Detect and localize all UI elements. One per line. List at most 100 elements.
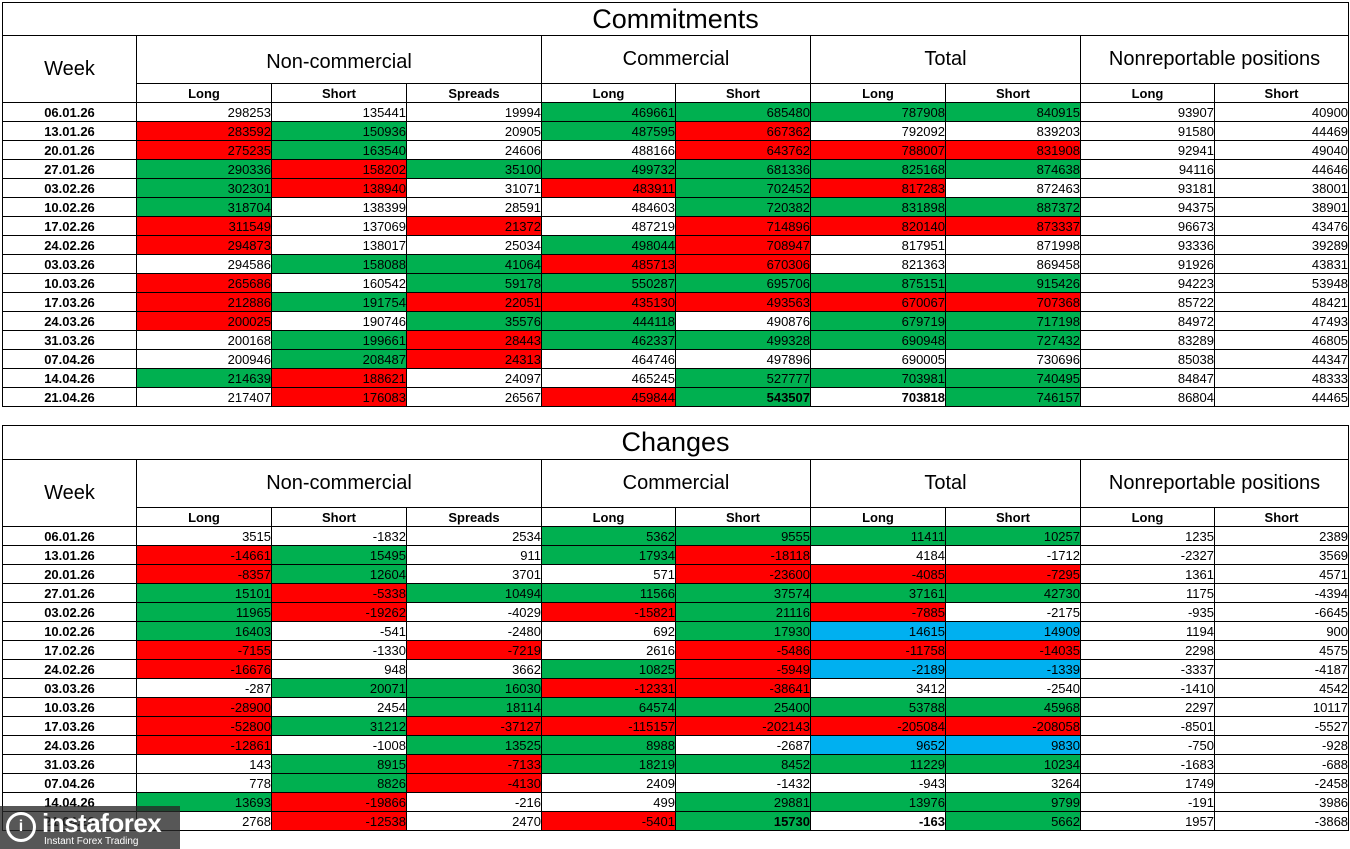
value-cell: 44646 [1213, 159, 1350, 179]
week-date-cell: 03.03.26 [2, 678, 137, 698]
value-cell: -38641 [675, 678, 811, 698]
sub-header: Long [136, 507, 272, 527]
value-cell: 22051 [406, 292, 542, 312]
value-cell: -1330 [271, 640, 407, 660]
value-cell: 17934 [541, 545, 676, 565]
value-cell: 2470 [406, 811, 542, 831]
value-cell: -1432 [675, 773, 811, 793]
value-cell: 93181 [1080, 178, 1215, 198]
value-cell: 150936 [271, 121, 407, 141]
value-cell: 817283 [810, 178, 946, 198]
value-cell: -5486 [675, 640, 811, 660]
value-cell: -1410 [1080, 678, 1215, 698]
week-date-cell: 24.02.26 [2, 235, 137, 255]
commitments-title: Commitments [1, 2, 1350, 36]
value-cell: 13525 [406, 735, 542, 755]
value-cell: 84847 [1080, 368, 1215, 388]
value-cell: 214639 [136, 368, 272, 388]
value-cell: 571 [541, 564, 676, 584]
value-cell: 188621 [271, 368, 407, 388]
value-cell: 8988 [541, 735, 676, 755]
value-cell: 9555 [675, 526, 811, 546]
value-cell: -7885 [810, 602, 946, 622]
sub-header: Long [810, 83, 946, 103]
value-cell: 37161 [810, 583, 946, 603]
value-cell: 550287 [541, 273, 676, 293]
value-cell: 93907 [1080, 102, 1215, 122]
value-cell: 499328 [675, 330, 811, 350]
value-cell: -8357 [136, 564, 272, 584]
value-cell: 2454 [271, 697, 407, 717]
group-total: Total [810, 35, 1081, 84]
value-cell: -1832 [271, 526, 407, 546]
value-cell: 298253 [136, 102, 272, 122]
value-cell: 873337 [945, 216, 1081, 236]
value-cell: -14035 [945, 640, 1081, 660]
value-cell: 3569 [1213, 545, 1350, 565]
value-cell: 37574 [675, 583, 811, 603]
table-row: 03.02.26 11965 -19262 -4029 -15821 21116 -7885… [2, 602, 1350, 622]
value-cell: 53948 [1213, 273, 1350, 293]
table-row: 20.01.26 -8357 12604 3701 571 -23600 -4085 -729… [2, 564, 1350, 584]
week-date-cell: 10.02.26 [2, 621, 137, 641]
table-row: 13.01.26 283592 150936 20905 487595 667362 792… [2, 121, 1350, 141]
table-row: 27.01.26 290336 158202 35100 499732 681336 825… [2, 159, 1350, 179]
week-date-cell: 13.01.26 [2, 121, 137, 141]
value-cell: 302301 [136, 178, 272, 198]
value-cell: 2534 [406, 526, 542, 546]
value-cell: 703981 [810, 368, 946, 388]
value-cell: 839203 [945, 121, 1081, 141]
value-cell: 948 [271, 659, 407, 679]
value-cell: -3337 [1080, 659, 1215, 679]
changes-table: Changes Week Non-commercial Commercial T… [1, 425, 1350, 831]
value-cell: 138940 [271, 178, 407, 198]
value-cell: -7155 [136, 640, 272, 660]
week-date-cell: 20.01.26 [2, 140, 137, 160]
value-cell: 8826 [271, 773, 407, 793]
sub-header: Short [1213, 83, 1350, 103]
value-cell: 48421 [1213, 292, 1350, 312]
value-cell: 690948 [810, 330, 946, 350]
sub-header: Long [541, 83, 676, 103]
value-cell: 290336 [136, 159, 272, 179]
value-cell: 499 [541, 792, 676, 812]
value-cell: 2389 [1213, 526, 1350, 546]
value-cell: 38001 [1213, 178, 1350, 198]
value-cell: 1235 [1080, 526, 1215, 546]
value-cell: 163540 [271, 140, 407, 160]
table-row: 21.04.262768-125382470-540115730-1635662… [2, 811, 1350, 831]
value-cell: 15101 [136, 583, 272, 603]
value-cell: 469661 [541, 102, 676, 122]
value-cell: 667362 [675, 121, 811, 141]
table-row: 07.04.26 200946 208487 24313 464746 497896 690… [2, 349, 1350, 369]
value-cell: 10234 [945, 754, 1081, 774]
value-cell: 1749 [1080, 773, 1215, 793]
value-cell: 158088 [271, 254, 407, 274]
value-cell: -5527 [1213, 716, 1350, 736]
value-cell: -688 [1213, 754, 1350, 774]
week-date-cell: 07.04.26 [2, 773, 137, 793]
value-cell: 692 [541, 621, 676, 641]
value-cell: 695706 [675, 273, 811, 293]
value-cell: 19994 [406, 102, 542, 122]
value-cell: 265686 [136, 273, 272, 293]
value-cell: 25400 [675, 697, 811, 717]
table-row: 24.03.26 -12861 -1008 13525 8988 -2687 9652 983… [2, 735, 1350, 755]
value-cell: -163 [810, 811, 946, 831]
week-date-cell: 17.02.26 [2, 216, 137, 236]
value-cell: 25034 [406, 235, 542, 255]
value-cell: -4187 [1213, 659, 1350, 679]
value-cell: 11965 [136, 602, 272, 622]
value-cell: -4085 [810, 564, 946, 584]
value-cell: 840915 [945, 102, 1081, 122]
value-cell: -4130 [406, 773, 542, 793]
value-cell: 199661 [271, 330, 407, 350]
value-cell: -52800 [136, 716, 272, 736]
value-cell: 869458 [945, 254, 1081, 274]
value-cell: 24097 [406, 368, 542, 388]
value-cell: 825168 [810, 159, 946, 179]
value-cell: 26567 [406, 387, 542, 407]
value-cell: -12331 [541, 678, 676, 698]
value-cell: 1957 [1080, 811, 1215, 831]
table-row: 03.03.26 -287 20071 16030 -12331 -38641 3412 -2… [2, 678, 1350, 698]
